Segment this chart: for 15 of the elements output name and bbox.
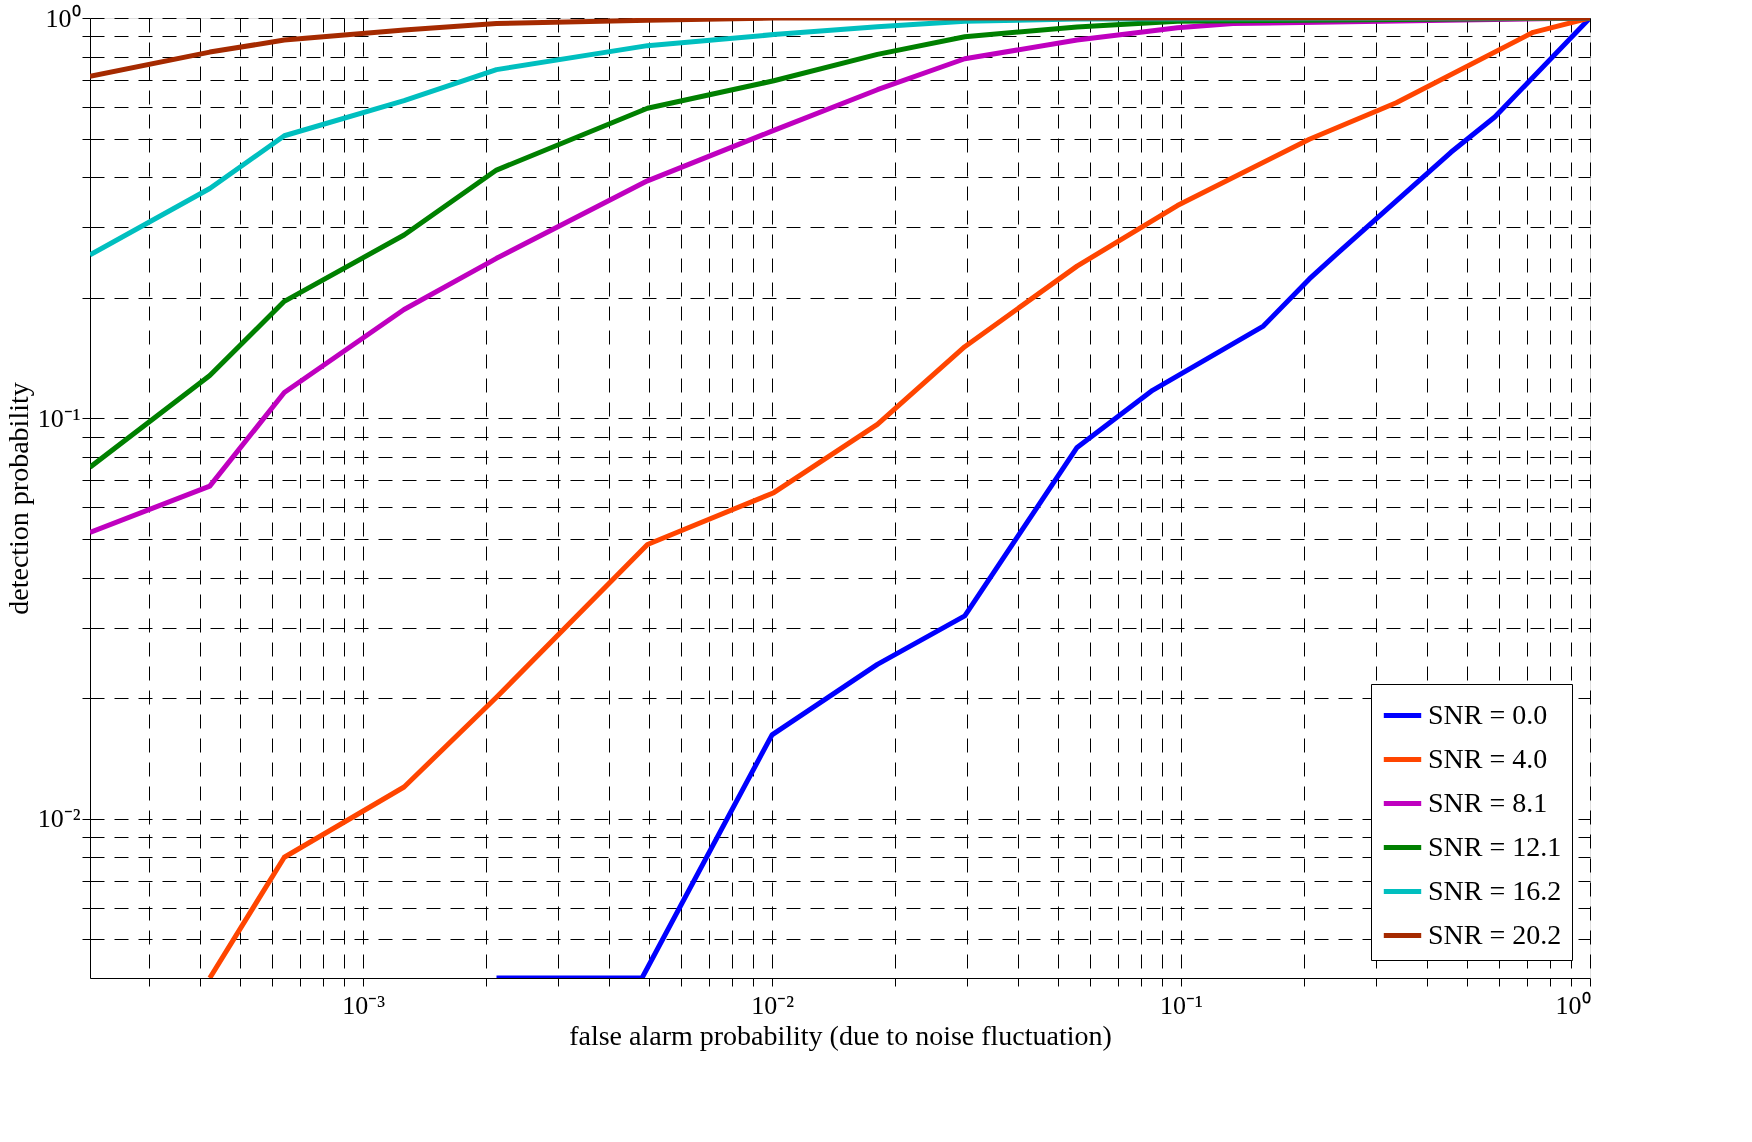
y-tick-label: 10⁻¹ [37,403,81,433]
x-axis-title: false alarm probability (due to noise fluctuation) [569,1019,1112,1051]
x-tick-label: 10⁻² [751,990,795,1020]
legend-label: SNR = 8.1 [1428,786,1548,818]
y-axis-title: detection probability [2,382,34,615]
legend-label: SNR = 4.0 [1428,742,1548,774]
legend-label: SNR = 20.2 [1428,918,1562,950]
y-tick-label: 10⁻² [37,804,81,834]
x-tick-label: 10⁻³ [342,990,386,1020]
legend-label: SNR = 0.0 [1428,698,1548,730]
legend-label: SNR = 12.1 [1428,830,1562,862]
y-tick-label: 10⁰ [45,3,81,33]
legend-label: SNR = 16.2 [1428,874,1562,906]
x-tick-label: 10⁻¹ [1160,990,1203,1020]
x-tick-label: 10⁰ [1555,990,1591,1020]
